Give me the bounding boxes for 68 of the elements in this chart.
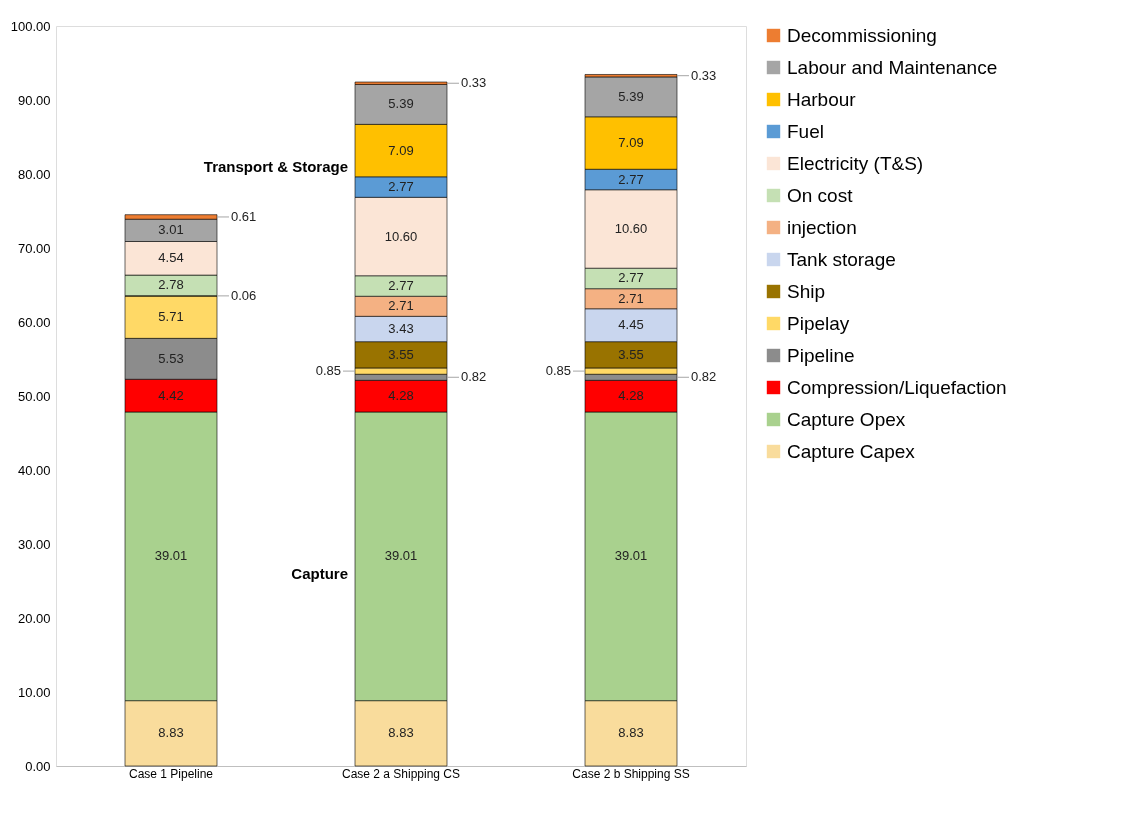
- data-label: 8.83: [618, 725, 644, 741]
- data-label: 3.55: [618, 346, 644, 362]
- data-label: 8.83: [388, 725, 414, 741]
- data-label: 4.45: [618, 317, 644, 333]
- data-label: 0.33: [691, 67, 717, 83]
- data-label: 10.60: [384, 228, 418, 244]
- data-label: 2.78: [158, 277, 184, 293]
- annotation: Capture: [291, 564, 348, 582]
- data-label: 0.33: [461, 75, 487, 91]
- data-label: 39.01: [154, 548, 188, 564]
- y-tick-label: 70.00: [17, 240, 51, 256]
- legend-label: Tank storage: [787, 248, 896, 270]
- legend-label: Ship: [787, 280, 826, 302]
- data-label: 2.77: [388, 278, 414, 293]
- x-tick-label: Case 2 b Shipping SS: [572, 766, 690, 781]
- y-tick-label: 90.00: [17, 92, 51, 108]
- x-tick-label: Case 2 a Shipping CS: [341, 766, 461, 781]
- y-tick-label: 20.00: [17, 610, 51, 626]
- data-label: 10.60: [614, 220, 648, 236]
- legend-label: Harbour: [787, 88, 857, 110]
- legend-label: Pipelay: [787, 312, 850, 334]
- legend-label: Labour and Maintenance: [787, 56, 998, 78]
- data-label: 2.77: [618, 171, 644, 187]
- legend-label: Compression/Liquefaction: [787, 376, 1007, 398]
- data-label: 39.01: [384, 548, 418, 564]
- y-tick-label: 40.00: [17, 462, 51, 478]
- annotation: Transport & Storage: [203, 157, 348, 175]
- data-label: 2.71: [618, 290, 644, 306]
- data-label: 5.71: [158, 309, 184, 325]
- legend-label: Pipeline: [787, 344, 855, 366]
- data-label: 7.09: [388, 142, 414, 158]
- y-tick-label: 60.00: [17, 314, 51, 330]
- y-tick-label: 10.00: [17, 684, 51, 700]
- data-label: 0.85: [315, 363, 341, 379]
- data-label: 3.55: [388, 346, 414, 362]
- data-label: 0.61: [231, 208, 257, 224]
- data-label: 2.77: [618, 270, 644, 286]
- data-label: 5.39: [388, 96, 414, 112]
- y-tick-label: 0.00: [25, 758, 51, 774]
- data-label: 5.53: [158, 350, 184, 366]
- y-tick-label: 50.00: [17, 388, 51, 404]
- data-label: 4.54: [158, 250, 184, 266]
- legend-label: Capture Capex: [787, 440, 916, 462]
- legend-label: On cost: [787, 184, 854, 206]
- data-label: 0.82: [691, 369, 717, 385]
- y-tick-label: 100.00: [10, 18, 51, 34]
- data-label: 0.85: [545, 363, 571, 379]
- data-label: 7.09: [618, 135, 644, 151]
- legend-label: injection: [787, 216, 857, 238]
- legend-label: Electricity (T&S): [787, 152, 924, 174]
- legend-label: Fuel: [787, 120, 824, 142]
- x-tick-label: Case 1 Pipeline: [128, 766, 214, 781]
- legend-label: Decommissioning: [787, 24, 937, 46]
- data-label: 39.01: [614, 548, 648, 564]
- data-label: 3.43: [388, 320, 414, 336]
- data-label: 0.82: [461, 369, 487, 385]
- data-label: 4.28: [618, 388, 644, 404]
- data-label: 4.42: [158, 387, 184, 403]
- y-tick-label: 30.00: [17, 536, 51, 552]
- data-label: 5.39: [618, 88, 644, 104]
- legend-label: Capture Opex: [787, 408, 906, 430]
- data-label: 2.77: [388, 179, 414, 195]
- data-label: 8.83: [158, 725, 184, 741]
- data-label: 2.71: [388, 298, 414, 314]
- data-label: 4.28: [388, 388, 414, 404]
- data-label: 0.06: [231, 287, 257, 303]
- data-label: 3.01: [158, 222, 184, 238]
- y-tick-label: 80.00: [17, 166, 51, 182]
